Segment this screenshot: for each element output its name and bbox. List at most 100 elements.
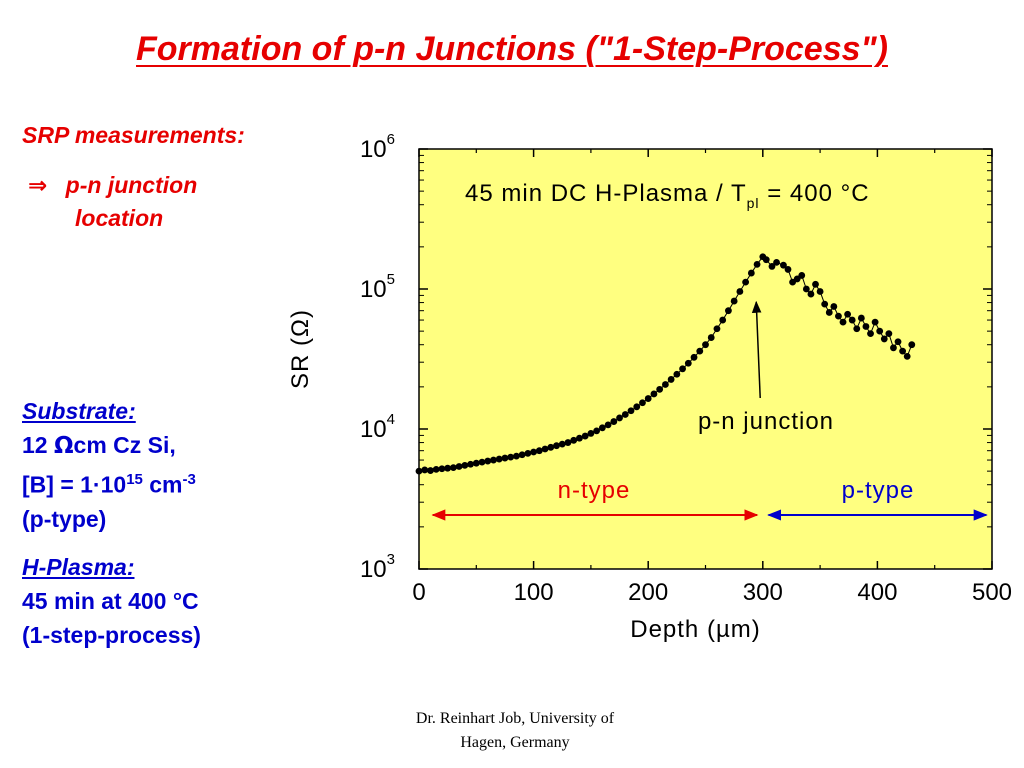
substrate-resistivity: 12 Ωcm Cz Si, — [22, 432, 176, 459]
data-point — [558, 440, 566, 448]
data-point — [853, 325, 861, 333]
data-point — [524, 449, 532, 457]
data-point — [762, 256, 770, 264]
x-axis-label: Depth (µm) — [630, 616, 761, 643]
y-tick-label: 105 — [360, 271, 395, 303]
data-point — [798, 272, 806, 279]
data-point — [747, 269, 755, 277]
ohm-symbol: Ω — [53, 433, 74, 459]
data-point — [880, 335, 888, 343]
x-tick-label: 200 — [628, 579, 668, 606]
plasma-line1: 45 min at 400 °C — [22, 587, 199, 614]
data-point — [661, 381, 669, 388]
data-point — [876, 327, 884, 335]
substrate-info: Substrate: 12 Ωcm Cz Si, [B] = 1·1015 cm… — [22, 394, 201, 652]
pn-junction-arrow — [751, 300, 762, 399]
data-point — [707, 334, 715, 341]
data-point — [713, 325, 721, 333]
n-type-label: n-type — [558, 477, 631, 504]
data-point — [415, 467, 423, 475]
data-point — [867, 330, 874, 338]
data-point — [871, 318, 879, 326]
data-point — [604, 421, 612, 429]
data-point — [650, 390, 658, 398]
data-point — [807, 290, 815, 298]
plot-area — [418, 148, 993, 570]
data-point — [742, 278, 750, 286]
data-point — [478, 458, 486, 466]
data-point — [587, 430, 595, 437]
y-tick-label: 104 — [360, 411, 395, 443]
data-point — [679, 365, 686, 373]
data-point — [644, 395, 652, 402]
data-point — [530, 448, 537, 456]
srp-line2: location — [75, 205, 164, 231]
data-point — [461, 461, 469, 469]
data-point — [535, 447, 543, 455]
data-point — [690, 353, 698, 361]
y-tick-label: 103 — [360, 551, 395, 583]
data-point — [639, 399, 646, 407]
data-point — [899, 347, 907, 355]
srp-point: ⇒ p-n junction — [22, 168, 245, 203]
data-point — [656, 385, 664, 393]
data-point — [835, 312, 842, 320]
data-point — [449, 464, 457, 472]
data-point — [821, 300, 829, 308]
data-point — [616, 414, 623, 422]
substrate-heading: Substrate: — [22, 398, 136, 424]
y-tick-label: 106 — [360, 131, 395, 163]
footer-line2: Hagen, Germany — [460, 734, 570, 751]
srp-line1: p-n junction — [65, 172, 198, 198]
data-point — [633, 403, 641, 411]
data-point — [736, 288, 744, 295]
data-point — [753, 260, 761, 268]
x-tick-label: 0 — [412, 579, 425, 606]
data-point — [570, 436, 578, 444]
srp-heading: SRP measurements: — [22, 122, 245, 148]
data-point — [564, 439, 572, 446]
p-type-label: p-type — [842, 477, 915, 504]
data-point — [455, 463, 463, 470]
data-point — [725, 307, 732, 315]
data-point — [467, 460, 474, 468]
data-point — [472, 459, 480, 467]
chart-annotation-title: 45 min DC H-Plasma / Tpl = 400 °C — [465, 180, 870, 211]
data-point — [432, 465, 440, 473]
x-tick-label: 500 — [972, 579, 1012, 606]
data-point — [730, 297, 738, 305]
data-point — [830, 303, 838, 310]
data-point — [553, 442, 560, 450]
substrate-type: (p-type) — [22, 505, 107, 532]
data-point — [598, 424, 606, 432]
data-point — [438, 465, 446, 473]
data-point — [576, 434, 583, 442]
data-point — [684, 359, 692, 367]
data-point — [610, 418, 618, 425]
data-point — [621, 411, 629, 418]
srp-note: SRP measurements: ⇒ p-n junction locatio… — [22, 118, 245, 235]
data-point — [673, 370, 681, 378]
data-point — [802, 285, 810, 293]
data-point — [541, 445, 549, 453]
data-point — [513, 452, 520, 460]
axis-ticks: 0 100 200 300 400 500 103 104 105 106 Depth (µm) SR… — [287, 131, 1012, 643]
data-point — [793, 275, 801, 283]
data-point — [421, 466, 429, 474]
data-point — [812, 280, 819, 288]
plasma-line2: (1-step-process) — [22, 621, 201, 648]
data-point — [627, 407, 635, 415]
data-point — [581, 432, 589, 440]
data-point — [768, 263, 776, 270]
data-point — [784, 266, 792, 273]
data-point — [903, 353, 911, 360]
x-tick-label: 100 — [514, 579, 554, 606]
data-point — [719, 316, 727, 324]
data-point — [839, 318, 847, 326]
data-point — [857, 314, 865, 322]
data-point — [780, 261, 787, 269]
y-axis-label: SR (Ω) — [287, 309, 314, 389]
data-point — [885, 330, 893, 338]
data-point — [890, 344, 897, 352]
data-point — [593, 427, 601, 435]
